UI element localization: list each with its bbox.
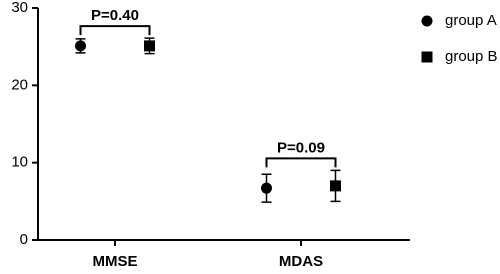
marker: [261, 182, 272, 194]
y-tick-label: 20: [11, 76, 28, 93]
annotation: P=0.40: [91, 7, 139, 24]
legend-label: group A: [445, 12, 497, 29]
legend-marker: [421, 51, 433, 63]
y-tick-label: 0: [20, 231, 28, 248]
legend-marker: [421, 15, 433, 27]
x-tick-label: MDAS: [279, 253, 323, 270]
marker: [75, 40, 86, 52]
x-tick-label: MMSE: [93, 253, 138, 270]
legend-label: group B: [445, 48, 498, 65]
significance-bracket: [265, 157, 337, 168]
significance-bracket: [79, 25, 151, 36]
marker: [330, 180, 341, 192]
annotation: P=0.09: [277, 139, 325, 156]
y-tick-label: 10: [11, 154, 28, 171]
marker: [144, 40, 155, 52]
y-tick-label: 30: [11, 0, 28, 16]
